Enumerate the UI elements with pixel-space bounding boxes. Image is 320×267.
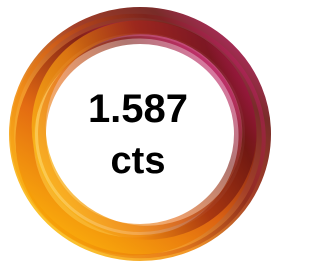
value-text: 1.587 (88, 87, 188, 131)
unit-text: cts (111, 140, 166, 182)
badge: 1.587 cts (0, 0, 279, 267)
center-glow (20, 14, 260, 254)
